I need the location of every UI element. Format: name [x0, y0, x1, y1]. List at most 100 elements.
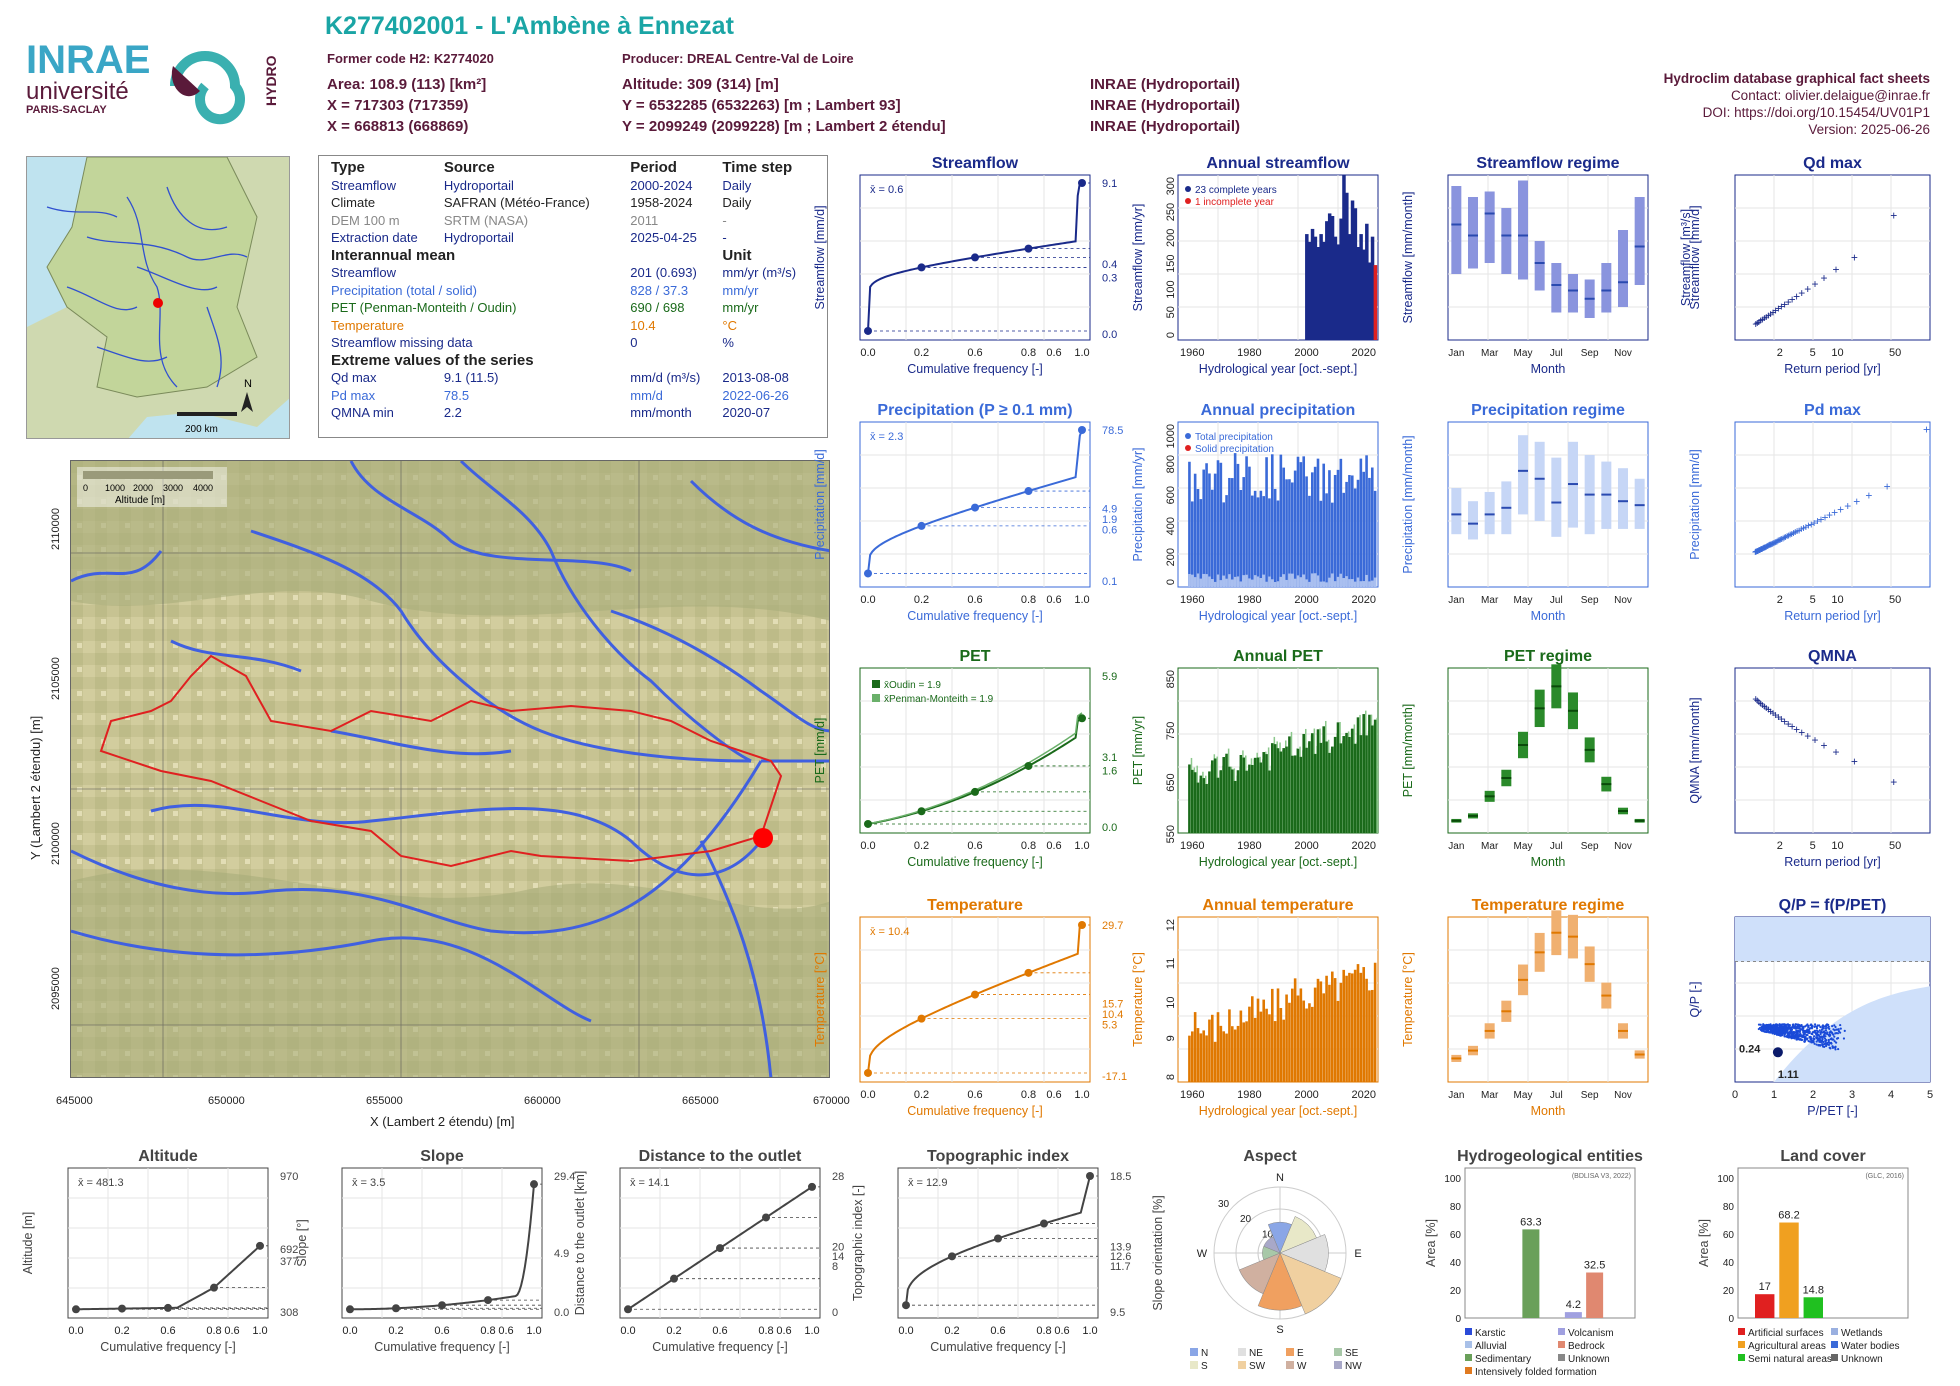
data-point: +	[1770, 536, 1777, 550]
chart-precipitation: Precipitation (P ≥ 0.1 mm) Cumulative fre…	[813, 402, 1123, 623]
bar	[1305, 234, 1309, 340]
bar	[1342, 492, 1346, 587]
bar	[1365, 735, 1368, 833]
x-tick: 0.2	[114, 1325, 129, 1337]
table-row: Streamflow 201 (0.693) mm/yr (m³/s)	[331, 265, 797, 280]
bar	[1248, 466, 1251, 587]
bar-solid	[1230, 579, 1234, 587]
bar	[1353, 743, 1357, 833]
legend-label: Bedrock	[1568, 1341, 1606, 1352]
right-tick: 0.0	[1102, 822, 1117, 834]
scatter-point	[1811, 1033, 1814, 1036]
data-point: +	[1761, 541, 1768, 555]
legend-label: W	[1297, 1361, 1307, 1372]
legend-swatch	[1190, 1348, 1198, 1356]
scatter-point	[1803, 1040, 1806, 1043]
scatter-point	[1815, 1043, 1818, 1046]
legend-swatch	[1738, 1354, 1745, 1361]
chart-title: Slope	[420, 1148, 464, 1165]
regime-box	[1518, 180, 1528, 280]
scatter-point	[1801, 1035, 1804, 1038]
doi-link[interactable]: DOI: https://doi.org/10.15454/UV01P1	[1702, 105, 1930, 120]
data-point: +	[1758, 542, 1765, 556]
scatter-point	[1836, 1032, 1840, 1035]
x-tick: 2000	[1294, 347, 1318, 359]
table-row: DEM 100 m SRTM (NASA) 2011-	[331, 212, 727, 228]
scatter-point	[1813, 1023, 1817, 1026]
scatter-point	[1778, 1023, 1782, 1026]
quantile-point	[1078, 921, 1086, 929]
scatter-point	[1775, 1023, 1778, 1026]
month-tick: May	[1514, 595, 1533, 606]
x-tick: 0.8	[1021, 1089, 1036, 1101]
area: Area: 108.9 (113) [km²]	[327, 76, 487, 93]
y-tick: 100	[1717, 1174, 1734, 1185]
bar	[1208, 1019, 1211, 1082]
info-table: Type Source Period Time step Streamflow H…	[318, 155, 828, 438]
quantile-point	[864, 326, 872, 335]
scatter-point	[1821, 1045, 1825, 1048]
chart-hydrogeo: Hydrogeological entities Area [%] (BDLISA …	[1424, 1148, 1643, 1378]
x-tick: 10	[1831, 347, 1843, 359]
legend-label: Unknown	[1841, 1354, 1883, 1365]
x-tick: 0.8	[758, 1325, 773, 1337]
right-tick: 0.0	[1102, 329, 1117, 341]
bar	[1293, 470, 1297, 587]
bar	[1228, 766, 1231, 833]
bar	[1339, 458, 1343, 587]
scatter-point	[1793, 1036, 1796, 1039]
month-tick: Sep	[1581, 348, 1599, 359]
plot-area	[859, 174, 1091, 341]
bar	[1193, 473, 1197, 587]
scatter-point	[1811, 1025, 1814, 1028]
bar	[1219, 1025, 1223, 1082]
scatter-point	[1770, 1027, 1773, 1030]
scatter-point	[1833, 1029, 1836, 1032]
bar	[1242, 477, 1246, 587]
bar	[1305, 747, 1308, 833]
right-tick: 3.1	[1102, 752, 1117, 764]
data-point: +	[1826, 508, 1833, 522]
x-tick: 0.6	[712, 1325, 727, 1337]
y-tick: 20	[1450, 1286, 1462, 1297]
right-tick: 5.9	[1102, 671, 1117, 683]
x-tick: 0.6	[1046, 840, 1061, 852]
right-tick: 10.4	[1102, 1009, 1123, 1021]
y-axis-label: Slope [°]	[295, 1219, 309, 1266]
bar	[1316, 729, 1320, 833]
bar	[1336, 722, 1340, 833]
scatter-point	[1804, 1035, 1807, 1038]
ring-label: 20	[1240, 1214, 1252, 1225]
month-tick: Nov	[1614, 348, 1632, 359]
x-axis-label: Month	[1531, 362, 1566, 376]
bar	[1250, 764, 1254, 833]
scatter-point	[1792, 1024, 1795, 1027]
quantile-point	[864, 569, 872, 578]
legend-label: x̄Oudin = 1.9	[884, 680, 941, 691]
data-point: +	[1779, 531, 1786, 545]
x-tick: 50	[1889, 840, 1901, 852]
bar	[1285, 994, 1288, 1082]
scatter-point	[1809, 1023, 1812, 1027]
scatter-point	[1833, 1046, 1837, 1049]
bar	[1285, 746, 1288, 833]
regime-box	[1634, 197, 1645, 285]
legend-swatch	[1558, 1328, 1565, 1335]
bar	[1325, 975, 1328, 1082]
scatter-point	[1775, 1032, 1778, 1035]
hydro-logo: HYDRO	[165, 46, 295, 126]
month-tick: Nov	[1614, 1090, 1632, 1101]
scatter-point	[1823, 1042, 1827, 1046]
bar	[1196, 489, 1200, 587]
x-tick: 1	[1771, 1089, 1777, 1101]
y-tick: 200	[1165, 548, 1177, 566]
bar	[1310, 472, 1314, 587]
bar	[1325, 493, 1328, 587]
legend-label: Solid precipitation	[1195, 444, 1274, 455]
bar-solid	[1336, 576, 1340, 587]
contact[interactable]: Contact: olivier.delaigue@inrae.fr	[1730, 88, 1930, 103]
bar-solid	[1239, 581, 1243, 587]
scatter-point	[1783, 1030, 1786, 1034]
data-point: +	[1837, 503, 1844, 517]
regime-box	[1601, 263, 1612, 313]
